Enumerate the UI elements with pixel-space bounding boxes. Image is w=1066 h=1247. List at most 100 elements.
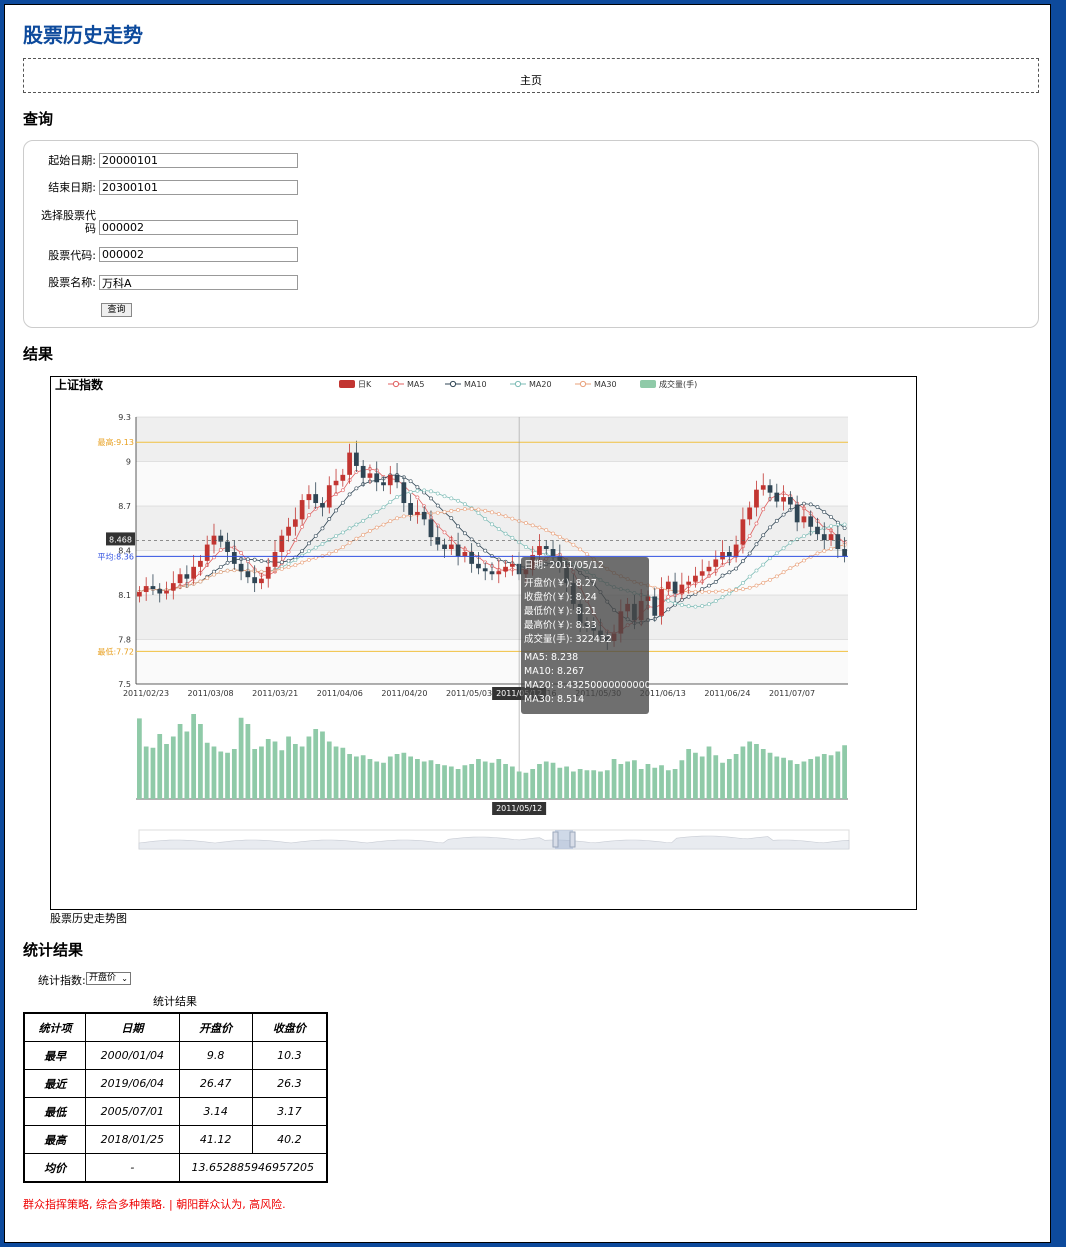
volume-bar [672,769,678,799]
candle-body [299,500,305,520]
ma30-line-point [483,508,488,513]
volume-bar [333,746,339,799]
stats-metric-label: 统计指数: [38,974,86,987]
footer-disclaimer: 群众指挥策略, 综合多种策略. | 朝阳群众认为, 高风险. [23,1198,286,1211]
tooltip-volume: 成交量(手): 322432 [524,634,612,645]
nav-home-link[interactable]: 主页 [520,74,542,87]
zoom-slider-preview [138,835,850,850]
query-section-title: 查询 [23,110,54,128]
volume-bar [401,752,407,799]
candle-body [469,551,475,564]
candle-body [672,581,678,594]
stock-name-input[interactable] [99,275,298,290]
ma10-line-point [713,580,718,584]
crosshair-x-label: 2011/05/12 [496,689,542,698]
ma20-line-point [374,509,379,514]
ma5-line-point [340,488,345,493]
ma30-line-point [300,560,305,565]
volume-bar [767,752,773,799]
table-row: 最近 2019/06/04 26.47 26.3 [23,1069,328,1098]
legend-label: MA5 [407,380,424,389]
volume-bar [659,765,664,799]
ma20-line-point [368,514,372,519]
volume-bar [435,764,441,799]
ma5-line-point [239,550,244,555]
ma30-line-point [781,570,786,575]
volume-bar [801,761,807,799]
volume-bar [292,744,298,799]
header-open: 开盘价 [178,1012,253,1042]
candle-body [726,551,732,557]
ma10-line-point [720,573,725,578]
volume-bar [137,718,142,799]
volume-bar [360,755,366,799]
ma10-line-point [734,566,739,571]
ma30-line-point [510,516,515,521]
candle-body [509,563,515,567]
volume-bar [564,766,569,799]
ma20-line-point [483,517,488,521]
y-tick-label: 8.1 [118,591,131,600]
candle-body [401,482,407,504]
start-date-input[interactable] [99,153,298,168]
volume-bar [747,741,753,799]
volume-bar [218,751,224,799]
ma30-line-point [218,570,223,574]
ma30-line-point [761,580,766,585]
ma30-line-point [754,583,759,588]
candle-body [408,503,414,515]
volume-bar [177,724,183,799]
volume-bar [523,772,529,799]
ma10-line-point [476,542,481,547]
candle-body [713,559,719,567]
grid-band [136,639,848,684]
ma30-line-point [829,546,833,551]
ma10-line-point [300,549,305,553]
volume-bar [733,754,739,799]
ma20-line-point [415,488,420,493]
candle-body [198,560,203,567]
volume-bar [638,769,644,799]
stock-chart[interactable]: 上证指数 日K MA5 MA10 MA20 MA30 成交量(手) 9.3 9 8.7 8.4 8.1… [50,376,917,910]
stock-code-input[interactable] [99,247,298,262]
stats-metric-select[interactable]: 开盘价 ⌄ [86,972,131,985]
candle-body [462,551,468,557]
min-markline-label: 最低:7.72 [97,646,134,656]
crosshair-x-label-volume: 2011/05/12 [496,804,542,813]
ma10-line-point [354,486,359,491]
header-item: 统计项 [23,1012,87,1042]
y-tick-label: 8.4 [118,547,131,556]
ma20-line-point [381,505,386,510]
candle-body [821,534,827,541]
ma20-line-point [456,498,460,503]
volume-bar [665,770,671,799]
ma30-line-point [585,552,589,557]
chart-tooltip: 日期: 2011/05/12 开盘价(￥): 8.27 收盘价(￥): 8.24… [521,557,649,714]
y-tick-label: 7.8 [118,636,131,645]
crosshair-x-badge-volume [492,802,547,815]
ma20-line-point [842,522,847,527]
ma10-line-point [307,541,311,546]
candle-body [218,535,224,542]
candle-body [482,568,488,572]
zoom-handle-right[interactable] [569,831,576,848]
ma30-line-point [578,547,583,552]
chart-canvas[interactable]: 上证指数 日K MA5 MA10 MA20 MA30 成交量(手) 9.3 9 8.7 8.4 8.1… [51,377,917,910]
volume-bar [686,749,692,799]
ma30-line-point [734,588,739,592]
tooltip-low: 最低价(￥): 8.21 [524,606,597,617]
zoom-handle-left[interactable] [552,831,559,848]
header-close: 收盘价 [251,1012,328,1042]
row-open: 26.47 [178,1069,253,1098]
ma30-line-point [462,507,467,512]
volume-bar [543,761,549,799]
candle-body [835,534,841,550]
ma10-line-point [774,518,779,523]
legend-swatch-dot [514,380,522,388]
end-date-input[interactable] [99,180,298,195]
ma30-line-point [307,558,311,562]
select-code-input[interactable] [99,220,298,235]
query-submit-button[interactable]: 查询 [101,303,132,317]
ma10-line-point [347,492,352,497]
zoom-slider-window [555,830,573,849]
